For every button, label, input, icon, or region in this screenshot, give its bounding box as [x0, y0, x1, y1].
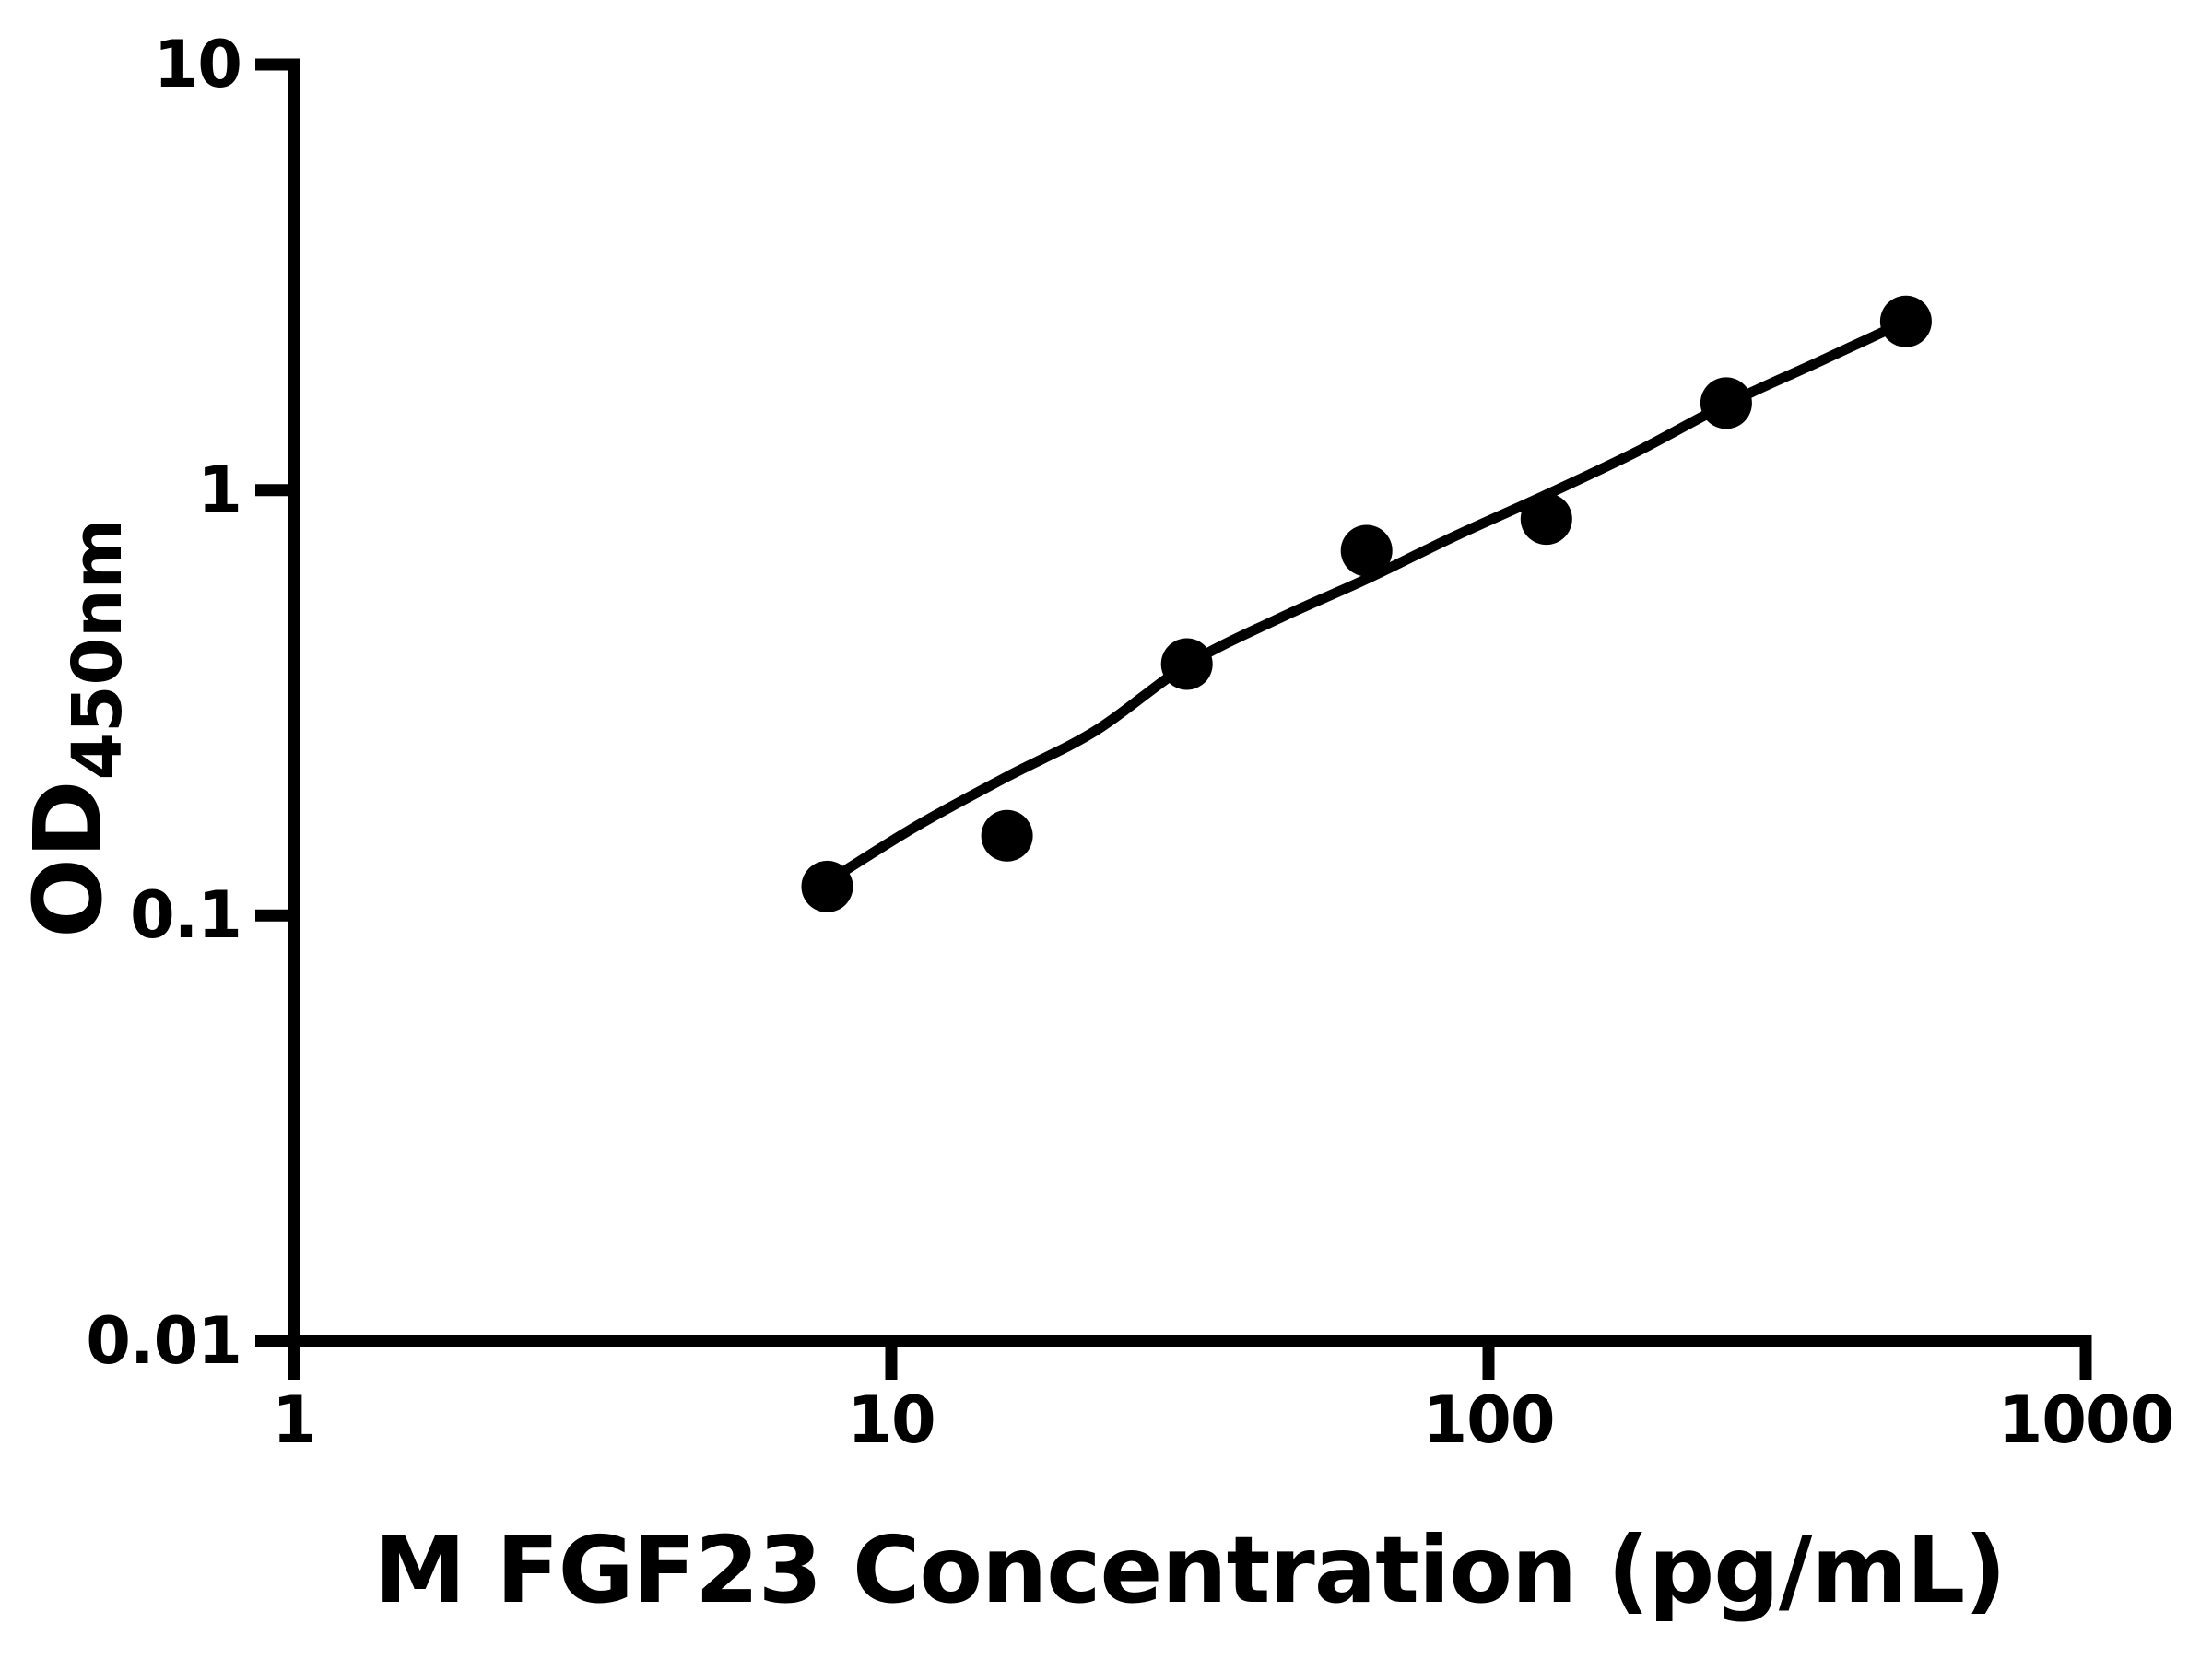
data-point: [1340, 524, 1393, 577]
data-point: [981, 809, 1033, 862]
y-tick-label: 0.01: [86, 1303, 242, 1379]
x-tick-label: 1000: [1997, 1382, 2175, 1458]
data-point: [1700, 377, 1752, 429]
data-point: [801, 860, 853, 912]
x-tick-label: 1: [272, 1382, 317, 1458]
x-tick-label: 100: [1422, 1382, 1555, 1458]
data-point: [1520, 493, 1572, 546]
y-axis-title-subscript: 450nm: [58, 518, 137, 781]
x-axis-title: M FGF23 Concentration (pg/mL): [374, 1516, 2006, 1624]
y-axis-title: OD450nm: [14, 518, 137, 938]
data-point: [1160, 638, 1213, 690]
y-tick-label: 10: [153, 26, 242, 102]
y-tick-label: 1: [197, 452, 242, 528]
data-point: [1879, 295, 1932, 347]
y-tick-label: 0.1: [129, 877, 242, 954]
y-axis-title-main: OD: [14, 780, 124, 938]
x-tick-label: 10: [847, 1382, 935, 1458]
